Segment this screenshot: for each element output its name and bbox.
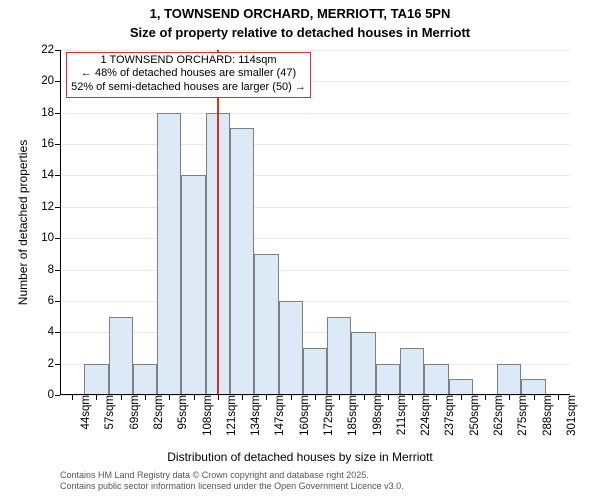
chart-title-line2: Size of property relative to detached ho… (0, 25, 600, 40)
annotation-line: 52% of semi-detached houses are larger (… (71, 81, 306, 95)
x-tick-mark (315, 395, 316, 400)
plot-area: 024681012141618202244sqm57sqm69sqm82sqm9… (60, 50, 570, 395)
x-tick-label: 224sqm (418, 395, 432, 445)
x-tick-label: 82sqm (151, 395, 165, 445)
x-tick-mark (388, 395, 389, 400)
x-tick-mark (145, 395, 146, 400)
x-tick-label: 237sqm (442, 395, 456, 445)
histogram-bar (109, 317, 133, 395)
annotation-line: 1 TOWNSEND ORCHARD: 114sqm (71, 54, 306, 68)
histogram-bar (521, 379, 545, 395)
x-axis-line (60, 394, 570, 395)
x-tick-mark (412, 395, 413, 400)
y-tick-label: 2 (48, 358, 60, 370)
y-tick-label: 20 (41, 75, 60, 87)
x-tick-mark (72, 395, 73, 400)
x-tick-mark (266, 395, 267, 400)
x-tick-label: 185sqm (345, 395, 359, 445)
x-tick-label: 275sqm (515, 395, 529, 445)
x-tick-label: 301sqm (564, 395, 578, 445)
y-tick-label: 8 (48, 264, 60, 276)
histogram-bar (84, 364, 108, 395)
gridline (60, 207, 570, 208)
x-tick-label: 211sqm (394, 395, 408, 445)
x-tick-mark (242, 395, 243, 400)
x-tick-mark (436, 395, 437, 400)
x-tick-label: 198sqm (370, 395, 384, 445)
x-tick-label: 95sqm (175, 395, 189, 445)
x-tick-mark (364, 395, 365, 400)
histogram-bar (303, 348, 327, 395)
x-tick-mark (485, 395, 486, 400)
x-tick-mark (534, 395, 535, 400)
x-tick-label: 121sqm (224, 395, 238, 445)
attribution-line1: Contains HM Land Registry data © Crown c… (60, 470, 600, 481)
x-tick-mark (291, 395, 292, 400)
histogram-bar (424, 364, 448, 395)
x-tick-label: 262sqm (491, 395, 505, 445)
histogram-bar (351, 332, 375, 395)
annotation-box: 1 TOWNSEND ORCHARD: 114sqm← 48% of detac… (66, 52, 311, 98)
x-tick-mark (96, 395, 97, 400)
gridline (60, 301, 570, 302)
x-tick-label: 69sqm (127, 395, 141, 445)
x-tick-mark (509, 395, 510, 400)
marker-line (217, 50, 219, 395)
gridline (60, 144, 570, 145)
y-axis-label: Number of detached properties (16, 50, 30, 395)
y-tick-label: 4 (48, 326, 60, 338)
x-tick-label: 134sqm (248, 395, 262, 445)
x-tick-label: 250sqm (467, 395, 481, 445)
y-axis-line (60, 50, 61, 395)
x-tick-label: 288sqm (540, 395, 554, 445)
x-tick-label: 44sqm (78, 395, 92, 445)
attribution-line2: Contains public sector information licen… (60, 481, 600, 492)
histogram-bar (133, 364, 157, 395)
histogram-bar (181, 175, 205, 395)
x-tick-label: 57sqm (102, 395, 116, 445)
gridline (60, 332, 570, 333)
y-tick-label: 14 (41, 169, 60, 181)
y-tick-label: 16 (41, 138, 60, 150)
x-tick-mark (339, 395, 340, 400)
histogram-bar (279, 301, 303, 395)
gridline (60, 175, 570, 176)
y-tick-label: 18 (41, 107, 60, 119)
x-tick-mark (461, 395, 462, 400)
histogram-bar (376, 364, 400, 395)
x-tick-label: 108sqm (200, 395, 214, 445)
x-tick-label: 160sqm (297, 395, 311, 445)
y-tick-label: 0 (48, 389, 60, 401)
gridline (60, 113, 570, 114)
histogram-bar (400, 348, 424, 395)
y-tick-label: 22 (41, 44, 60, 56)
x-tick-mark (218, 395, 219, 400)
histogram-bar (254, 254, 278, 395)
gridline (60, 238, 570, 239)
annotation-line: ← 48% of detached houses are smaller (47… (71, 67, 306, 81)
x-tick-mark (121, 395, 122, 400)
y-tick-label: 10 (41, 232, 60, 244)
x-tick-mark (169, 395, 170, 400)
histogram-bar (327, 317, 351, 395)
x-tick-label: 172sqm (321, 395, 335, 445)
gridline (60, 270, 570, 271)
y-tick-label: 12 (41, 201, 60, 213)
x-tick-mark (194, 395, 195, 400)
x-tick-label: 147sqm (272, 395, 286, 445)
chart-title-line1: 1, TOWNSEND ORCHARD, MERRIOTT, TA16 5PN (0, 6, 600, 21)
histogram-bar (157, 113, 181, 395)
y-tick-label: 6 (48, 295, 60, 307)
histogram-bar (497, 364, 521, 395)
chart-root: 1, TOWNSEND ORCHARD, MERRIOTT, TA16 5PN … (0, 0, 600, 500)
attribution-text: Contains HM Land Registry data © Crown c… (60, 470, 600, 493)
histogram-bar (230, 128, 254, 395)
x-axis-label: Distribution of detached houses by size … (0, 450, 600, 464)
histogram-bar (449, 379, 473, 395)
x-tick-mark (558, 395, 559, 400)
